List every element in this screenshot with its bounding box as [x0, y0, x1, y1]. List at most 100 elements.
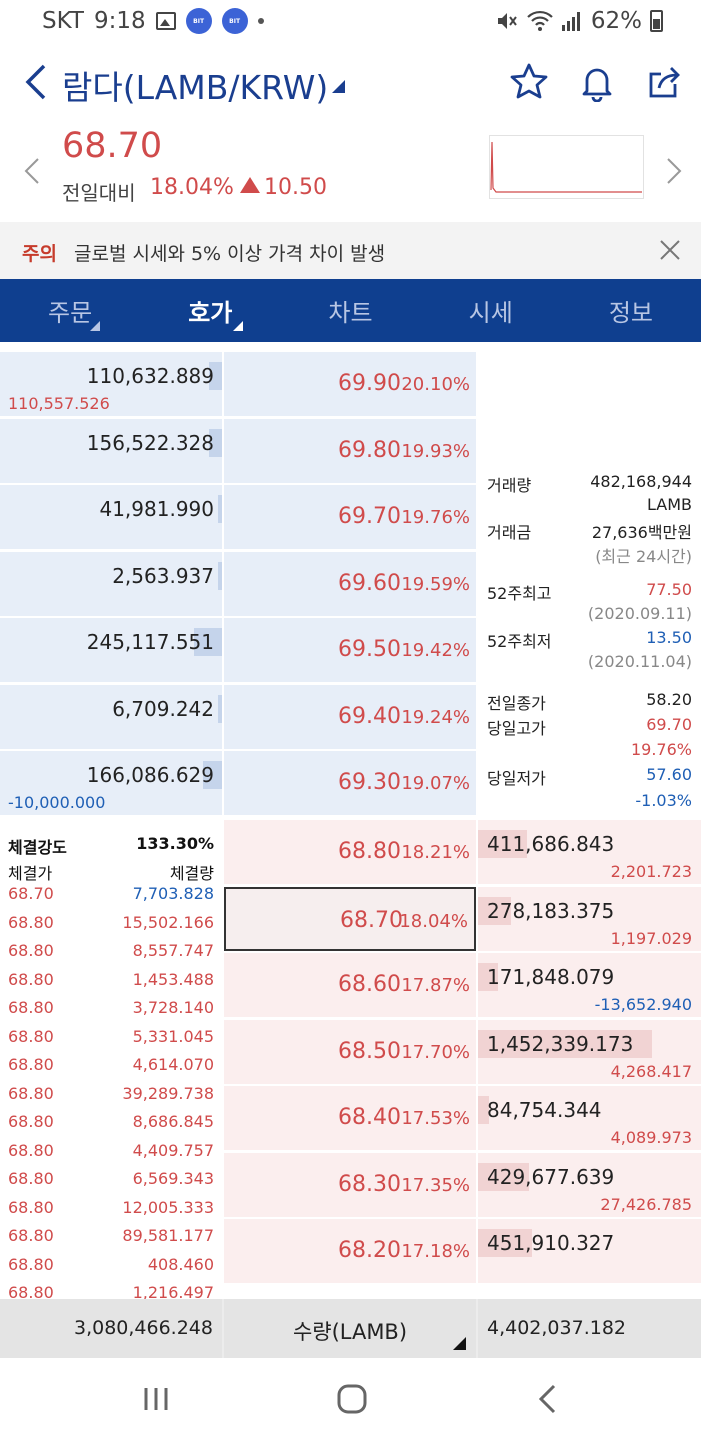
ask-row[interactable]: 41,981.990 — [0, 485, 222, 549]
ask-row[interactable]: 156,522.328 — [0, 418, 222, 483]
trade-quantity: 5,331.045 — [132, 1026, 214, 1046]
ask-row[interactable]: 245,117.551 — [0, 618, 222, 682]
trade-quantity: 8,686.845 — [132, 1112, 214, 1131]
close-icon[interactable] — [658, 238, 682, 262]
prev-coin-icon[interactable] — [22, 156, 42, 186]
ask-price-percent: 19.24% — [401, 706, 470, 728]
ask-price-percent: 20.10% — [401, 374, 470, 395]
trade-price: 68.80 — [8, 1283, 54, 1299]
status-left: SKT 9:18 BIT BIT — [42, 8, 264, 34]
wifi-icon — [527, 10, 553, 31]
day-high-value: 69.70 — [646, 715, 692, 734]
next-coin-icon[interactable] — [664, 156, 684, 186]
prev-close-label: 전일종가 — [487, 694, 546, 713]
low52-date: (2020.11.04) — [587, 652, 692, 671]
ask-quantity-change: 110,557.526 — [8, 394, 110, 413]
volume-value: 482,168,944 — [590, 472, 692, 491]
bid-row[interactable]: 1,452,339.173 4,268.417 — [478, 1019, 701, 1084]
status-bar: SKT 9:18 BIT BIT 62% — [0, 0, 701, 44]
high52-value: 77.50 — [646, 580, 692, 599]
change-percent: 18.04% — [150, 175, 234, 200]
ask-row[interactable]: 6,709.242 — [0, 684, 222, 749]
ask-price-row[interactable]: 69.30 19.07% — [224, 751, 476, 815]
tab-order[interactable]: 주문 — [0, 279, 140, 342]
trade-row: 68.80 1,453.488 — [8, 970, 214, 998]
bid-price-percent: 17.87% — [401, 975, 470, 996]
bid-row[interactable]: 411,686.843 2,201.723 — [478, 820, 701, 884]
gallery-notification-icon — [155, 12, 176, 30]
trade-row: 68.70 7,703.828 — [8, 884, 214, 912]
prev-day-label: 전일대비 — [62, 181, 136, 205]
bid-row[interactable]: 278,183.375 1,197.029 — [478, 886, 701, 951]
favorite-star-icon[interactable] — [509, 62, 549, 102]
ask-row[interactable]: 110,632.889 110,557.526 — [0, 352, 222, 416]
ask-price-row[interactable]: 69.70 19.76% — [224, 485, 476, 549]
ask-price-row[interactable]: 69.50 19.42% — [224, 618, 476, 682]
bid-depth-bar — [478, 1229, 532, 1257]
trade-price: 68.80 — [8, 1083, 54, 1103]
bid-price-row[interactable]: 68.80 18.21% — [224, 820, 476, 884]
bid-quantity-column: 411,686.843 2,201.723 278,183.375 1,197.029… — [478, 820, 701, 1299]
tab-market[interactable]: 시세 — [421, 279, 561, 342]
trade-price: 68.80 — [8, 998, 54, 1017]
volume-unit: LAMB — [646, 495, 692, 514]
bid-row[interactable]: 84,754.344 4,089.973 — [478, 1086, 701, 1150]
bid-row[interactable]: 171,848.079 -13,652.940 — [478, 953, 701, 1017]
ask-price-row[interactable]: 69.60 19.59% — [224, 551, 476, 616]
share-icon[interactable] — [645, 62, 685, 102]
trade-quantity: 89,581.177 — [122, 1226, 214, 1245]
market-dropdown-icon[interactable] — [332, 80, 345, 93]
bid-price-row[interactable]: 68.30 17.35% — [224, 1152, 476, 1217]
ask-price: 69.90 — [338, 371, 401, 396]
order-book: 110,632.889 110,557.526 156,522.328 41,981.… — [0, 342, 701, 1299]
bid-row[interactable]: 429,677.639 27,426.785 — [478, 1152, 701, 1217]
trade-price: 68.70 — [8, 884, 54, 903]
tab-info-label: 정보 — [608, 299, 653, 327]
back-icon[interactable] — [20, 62, 50, 102]
tab-chart[interactable]: 차트 — [280, 279, 420, 342]
trade-price: 68.80 — [8, 912, 54, 932]
trade-row: 68.80 4,614.070 — [8, 1055, 214, 1083]
bid-quantity-change: 4,268.417 — [610, 1061, 692, 1081]
mini-chart[interactable] — [489, 135, 644, 199]
ask-row[interactable]: 166,086.629 -10,000.000 — [0, 751, 222, 815]
unit-selector[interactable]: 수량(LAMB) — [224, 1299, 476, 1358]
ask-price-row[interactable]: 69.90 20.10% — [224, 352, 476, 416]
trade-row: 68.80 6,569.343 — [8, 1169, 214, 1197]
bid-price-row[interactable]: 68.60 17.87% — [224, 953, 476, 1017]
tab-info[interactable]: 정보 — [561, 279, 701, 342]
bid-depth-bar — [478, 896, 512, 925]
ask-price-row[interactable]: 69.40 19.24% — [224, 684, 476, 749]
ask-price-percent: 19.59% — [401, 573, 470, 595]
status-right: 62% — [495, 8, 663, 34]
home-icon[interactable] — [332, 1382, 372, 1416]
trade-quantity: 1,216.497 — [132, 1283, 214, 1299]
bid-price: 68.60 — [338, 972, 401, 997]
tab-orderbook[interactable]: 호가 — [140, 279, 280, 342]
prev-close-value: 58.20 — [646, 690, 692, 709]
recent-apps-icon[interactable] — [136, 1382, 176, 1416]
ask-depth-bar — [218, 694, 222, 723]
bid-depth-bar — [478, 963, 499, 991]
current-price-row[interactable]: 68.70 18.04% — [224, 886, 476, 951]
amount-label: 거래금 — [487, 523, 532, 542]
ask-row[interactable]: 2,563.937 — [0, 551, 222, 616]
ask-depth-bar — [209, 428, 222, 457]
day-high-pct: 19.76% — [630, 740, 692, 759]
bid-row[interactable]: 451,910.327 — [478, 1219, 701, 1283]
page-title[interactable]: 람다(LAMB/KRW) — [62, 68, 329, 107]
bid-quantity: 411,686.843 — [487, 832, 615, 856]
bid-price-row[interactable]: 68.50 17.70% — [224, 1019, 476, 1084]
alarm-bell-icon[interactable] — [577, 62, 617, 102]
tab-orderbook-label: 호가 — [188, 299, 233, 327]
ask-price: 69.30 — [338, 770, 401, 795]
bid-price-row[interactable]: 68.20 17.18% — [224, 1219, 476, 1283]
trade-price: 68.80 — [8, 969, 54, 989]
system-back-icon[interactable] — [528, 1382, 568, 1416]
ask-price-row[interactable]: 69.80 19.93% — [224, 418, 476, 483]
bid-quantity-change: 4,089.973 — [610, 1128, 692, 1147]
bid-price: 68.80 — [338, 839, 401, 864]
price-column: 69.90 20.10% 69.80 19.93% 69.70 19.76% 69.60 19… — [224, 342, 476, 1299]
bid-price-row[interactable]: 68.40 17.53% — [224, 1086, 476, 1150]
trade-row: 68.80 39,289.738 — [8, 1084, 214, 1112]
